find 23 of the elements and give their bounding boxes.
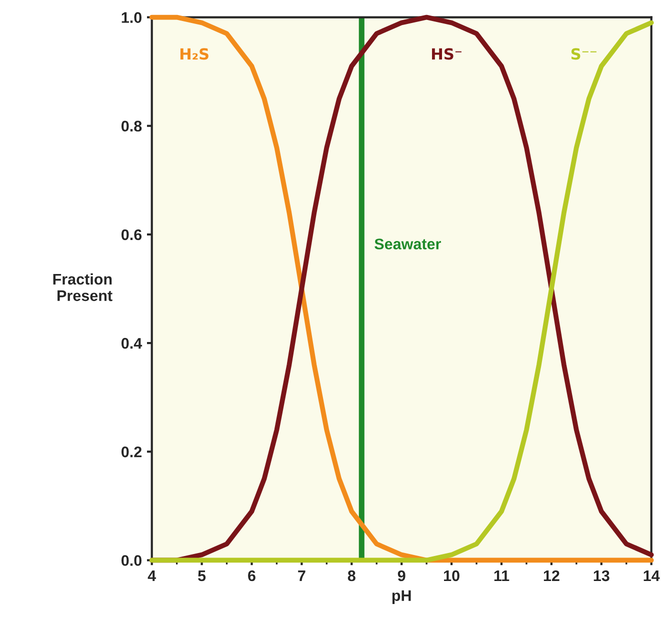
ref-line-label: Seawater <box>374 238 441 250</box>
x-axis-title: pH <box>392 590 411 604</box>
x-tick-label: 6 <box>248 570 256 582</box>
y-tick-label: 1.0 <box>122 12 142 23</box>
x-tick-label: 14 <box>644 570 660 582</box>
series-label: HS⁻ <box>432 48 462 60</box>
series-label: S⁻⁻ <box>571 48 596 60</box>
y-tick-label: 0.2 <box>121 446 142 458</box>
y-tick-label: 0.6 <box>121 229 142 240</box>
x-tick-label: 12 <box>544 570 560 582</box>
x-tick-label: 4 <box>148 570 156 582</box>
x-tick-label: 7 <box>298 570 306 582</box>
x-tick-label: 8 <box>348 570 356 582</box>
y-tick-label: 0.0 <box>121 555 142 566</box>
y-axis-title: Fraction Present <box>53 273 112 302</box>
series-label: H₂S <box>180 48 208 60</box>
y-tick-label: 0.4 <box>121 338 142 349</box>
y-tick-label: 0.8 <box>121 120 142 132</box>
x-tick-label: 5 <box>198 570 206 582</box>
x-tick-label: 13 <box>594 570 610 582</box>
x-tick-label: 11 <box>494 570 510 582</box>
x-tick-label: 10 <box>444 570 460 582</box>
x-tick-label: 9 <box>398 570 406 582</box>
